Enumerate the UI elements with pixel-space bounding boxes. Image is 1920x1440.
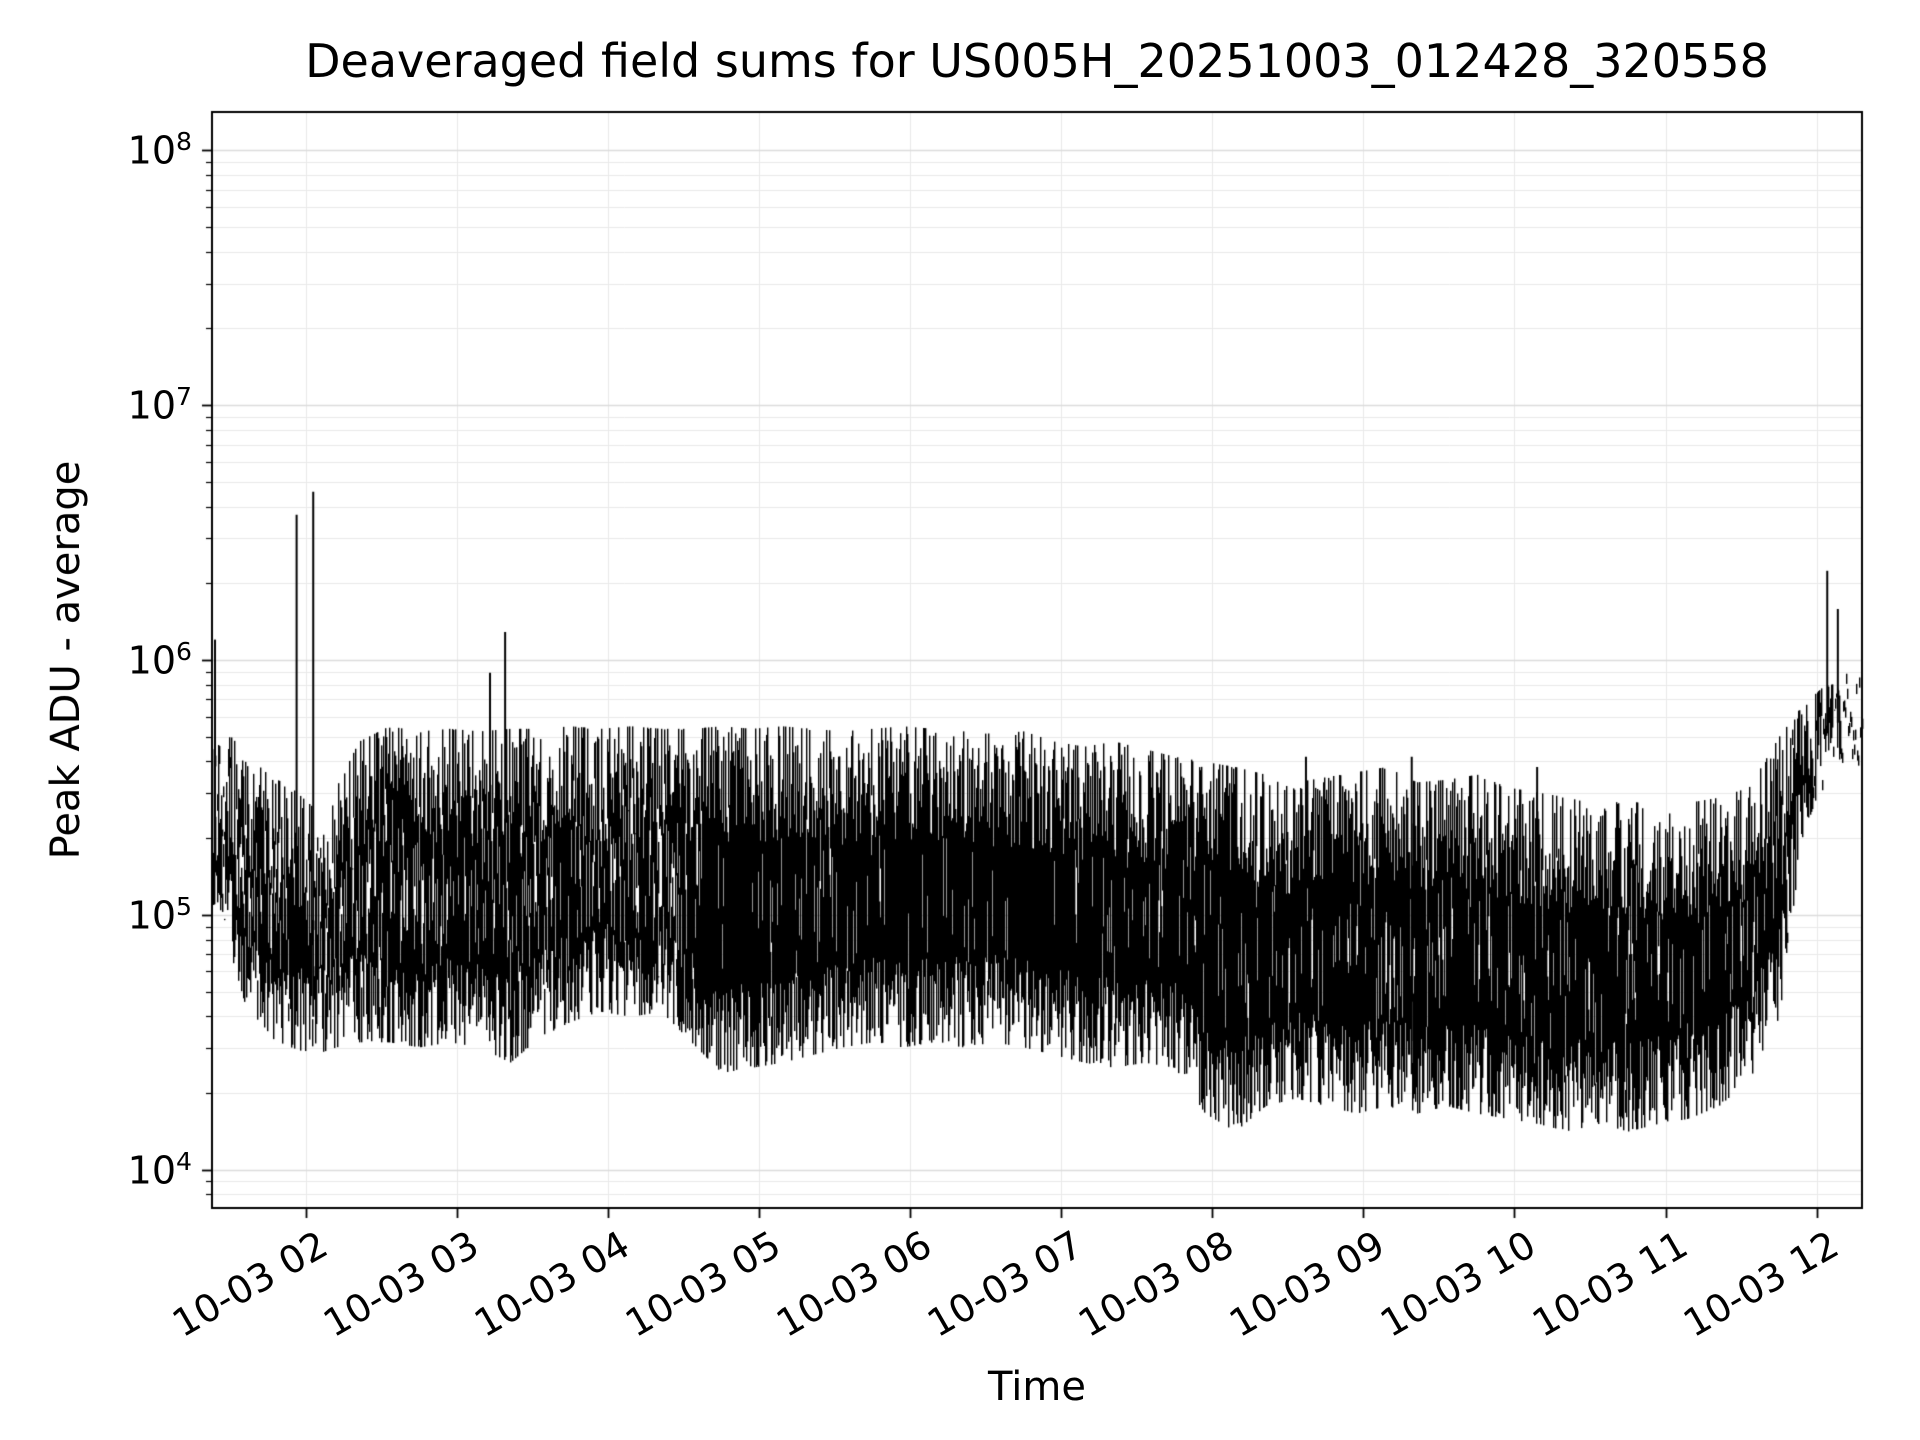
y-tick-label: 105: [127, 891, 192, 938]
y-tick-label: 107: [127, 381, 192, 428]
y-tick-label: 106: [127, 636, 192, 683]
y-tick-label: 108: [127, 126, 192, 173]
chart-title: Deaveraged field sums for US005H_2025100…: [305, 34, 1769, 88]
y-tick-label: 104: [127, 1146, 192, 1193]
x-axis-label: Time: [988, 1364, 1086, 1410]
